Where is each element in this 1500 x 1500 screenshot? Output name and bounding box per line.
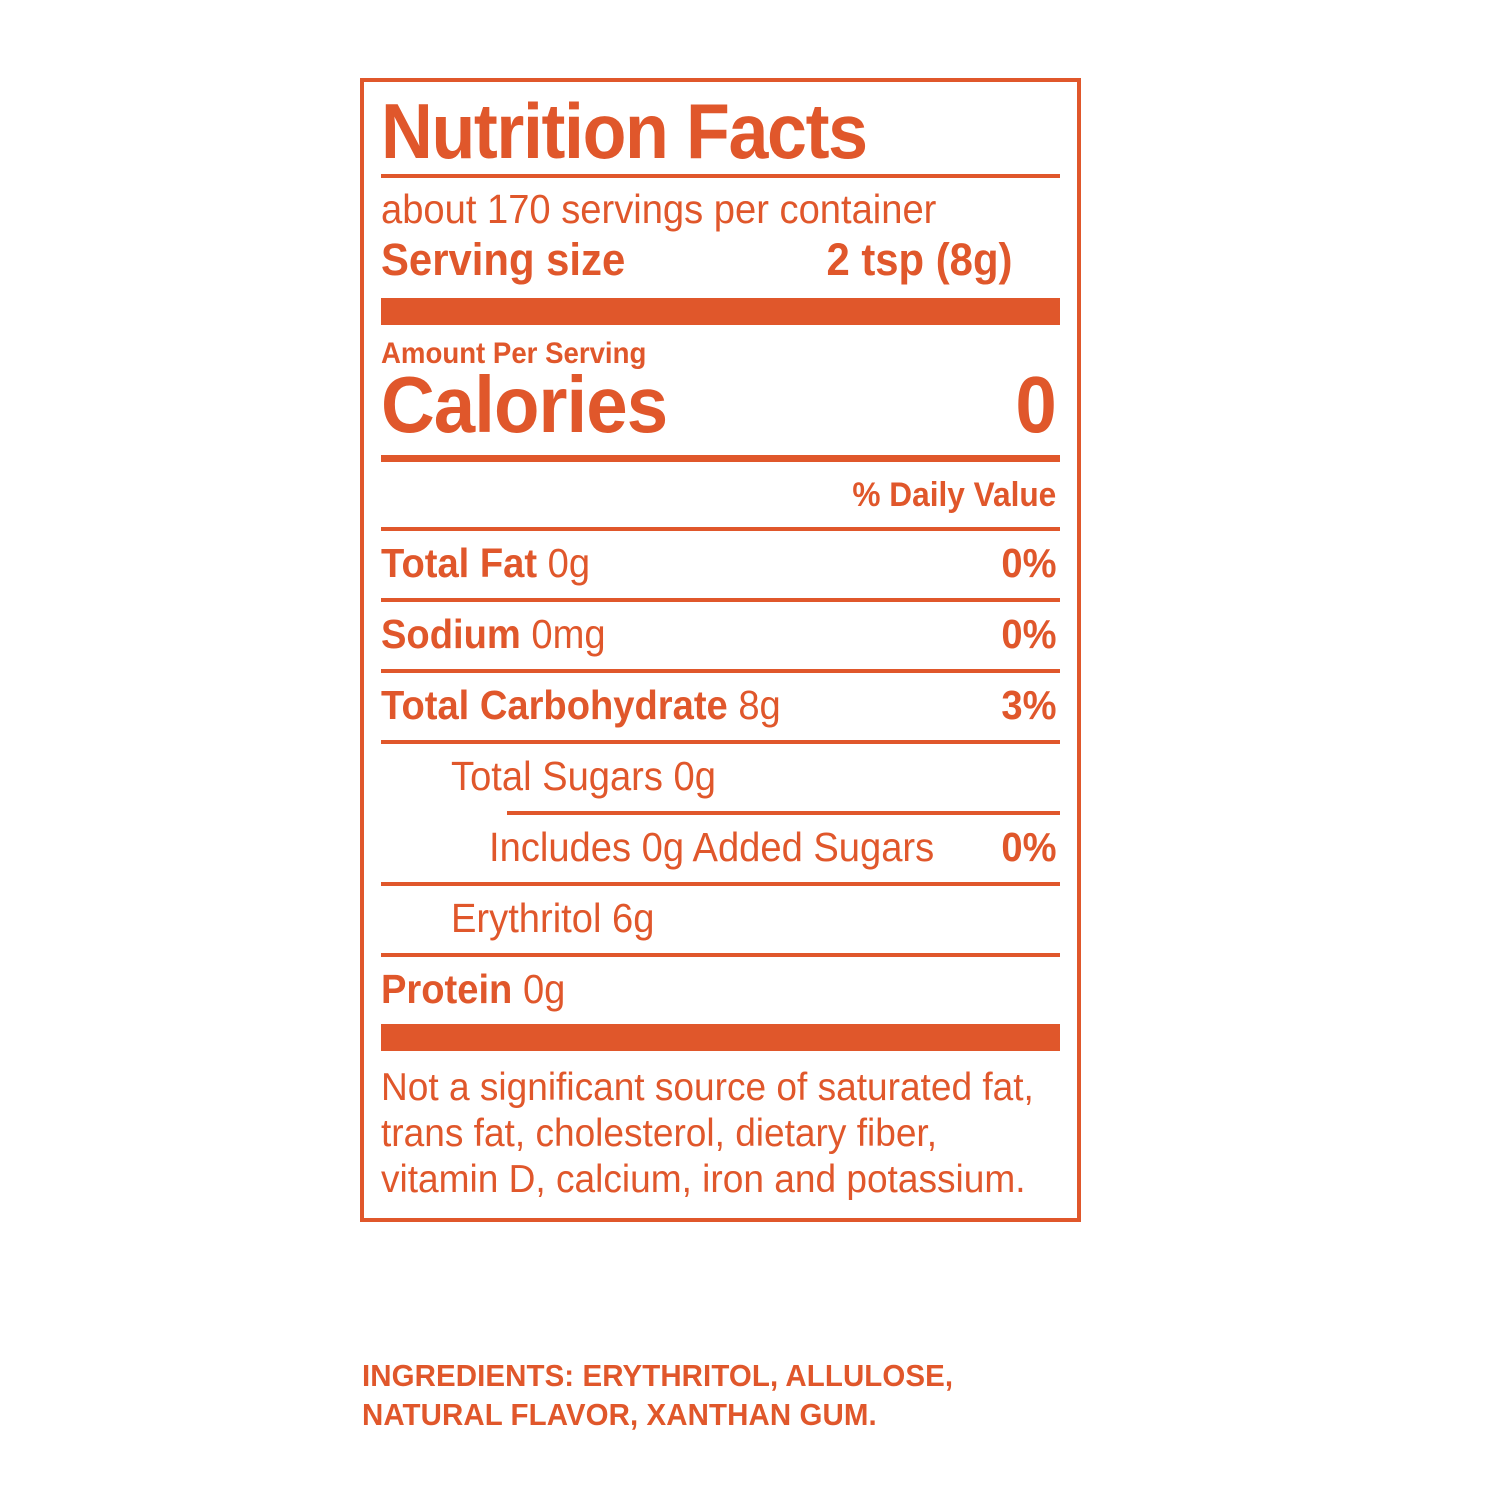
nutrient-name: Total Fat bbox=[381, 540, 538, 587]
nutrient-rows: Total Fat 0g 0% Sodium 0mg 0% Total Carbohyd… bbox=[381, 527, 1060, 1024]
nutrient-name: Total Carbohydrate bbox=[381, 682, 728, 729]
divider-row bbox=[381, 882, 1060, 887]
nutrient-label: Total Fat 0g bbox=[381, 540, 590, 587]
divider-under-title bbox=[381, 174, 1060, 179]
daily-value-header: % Daily Value bbox=[852, 476, 1057, 515]
calories-row: Calories 0 bbox=[381, 365, 1060, 445]
nutrient-label: Includes 0g Added Sugars bbox=[489, 824, 934, 871]
table-row: Sodium 0mg 0% bbox=[381, 602, 1060, 669]
table-row: Total Carbohydrate 8g 3% bbox=[381, 673, 1060, 740]
table-row: Total Sugars 0g bbox=[381, 744, 1060, 811]
nutrient-amount: 8g bbox=[738, 682, 781, 729]
nutrient-label: Erythritol 6g bbox=[451, 895, 654, 942]
footnote-text: Not a significant source of saturated fa… bbox=[381, 1066, 1034, 1201]
daily-value-percent: 0% bbox=[1001, 540, 1057, 587]
daily-value-percent: 0% bbox=[1001, 611, 1057, 658]
nutrient-amount: 0g bbox=[522, 966, 566, 1013]
table-row: Protein 0g bbox=[381, 957, 1060, 1024]
nutrient-amount: 0g bbox=[547, 540, 591, 587]
nutrient-name: Includes 0g Added Sugars bbox=[489, 824, 935, 871]
nutrient-name: Erythritol bbox=[451, 895, 602, 942]
page-title: Nutrition Facts bbox=[381, 87, 868, 175]
amount-per-serving-label: Amount Per Serving bbox=[381, 337, 647, 371]
nutrient-label: Sodium 0mg bbox=[381, 611, 606, 658]
nutrient-label: Protein 0g bbox=[381, 966, 565, 1013]
divider-row bbox=[381, 527, 1060, 532]
nutrient-label: Total Carbohydrate 8g bbox=[381, 682, 781, 729]
divider-thick-above-calories bbox=[381, 298, 1060, 326]
nutrition-facts-panel: Nutrition Facts about 170 servings per c… bbox=[360, 78, 1081, 1223]
table-row: Erythritol 6g bbox=[381, 886, 1060, 953]
ingredients-text: INGREDIENTS: ERYTHRITOL, ALLULOSE, NATUR… bbox=[362, 1358, 954, 1432]
serving-size-label: Serving size bbox=[381, 234, 626, 286]
nutrient-name: Protein bbox=[381, 966, 513, 1013]
calories-label: Calories bbox=[381, 360, 668, 450]
nutrient-amount: 6g bbox=[612, 895, 655, 942]
calories-value: 0 bbox=[1014, 360, 1057, 450]
nutrient-name: Total Sugars bbox=[451, 753, 663, 800]
nutrient-label: Total Sugars 0g bbox=[451, 753, 716, 800]
divider-inset bbox=[507, 811, 1060, 816]
daily-value-percent: 0% bbox=[1001, 824, 1057, 871]
serving-size-row: Serving size 2 tsp (8g) bbox=[381, 234, 1012, 286]
nutrient-name: Sodium bbox=[381, 611, 521, 658]
table-row: Total Fat 0g 0% bbox=[381, 531, 1060, 598]
divider-under-calories bbox=[381, 455, 1060, 463]
divider-row bbox=[381, 598, 1060, 603]
table-row: Includes 0g Added Sugars 0% bbox=[381, 815, 1060, 882]
divider-row bbox=[381, 953, 1060, 958]
serving-size-value: 2 tsp (8g) bbox=[826, 234, 1013, 286]
nutrient-amount: 0g bbox=[673, 753, 716, 800]
nutrient-amount: 0mg bbox=[531, 611, 606, 658]
divider-row bbox=[381, 669, 1060, 674]
divider-row bbox=[381, 740, 1060, 745]
divider-thick-above-footnote bbox=[381, 1024, 1060, 1052]
daily-value-percent: 3% bbox=[1001, 682, 1057, 729]
servings-per-container: about 170 servings per container bbox=[381, 186, 937, 233]
